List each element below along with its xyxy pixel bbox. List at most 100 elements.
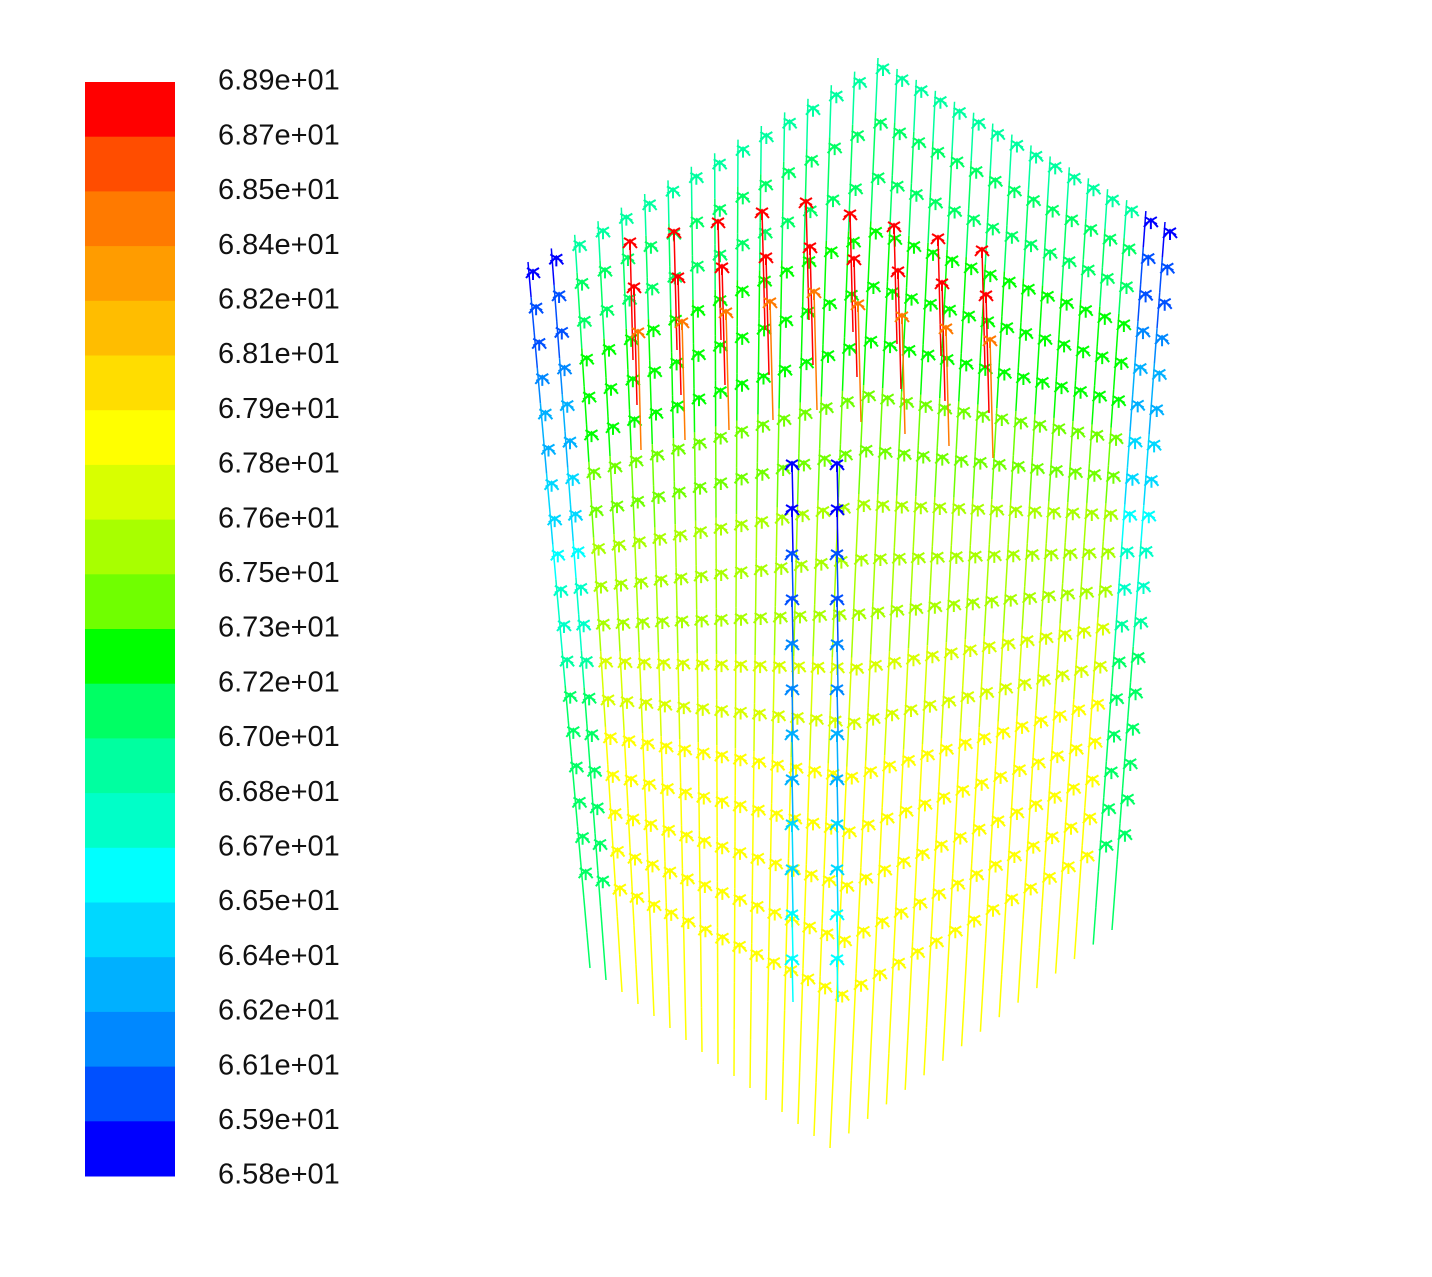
- vector-field: [526, 58, 1177, 1148]
- vector-line: [540, 403, 543, 438]
- vector-line: [575, 792, 578, 827]
- vector-head: [843, 210, 857, 222]
- vector-line: [878, 442, 880, 495]
- vector-head: [847, 255, 861, 267]
- vector-head: [830, 685, 844, 697]
- vector-line: [678, 275, 681, 395]
- vector-line: [924, 1027, 926, 1075]
- vector-line: [980, 987, 983, 1031]
- colorbar-band: [85, 301, 175, 356]
- vector-line: [818, 976, 820, 1029]
- vector-line: [856, 494, 858, 549]
- vector-line: [828, 710, 830, 763]
- vector-line: [850, 212, 853, 332]
- vector-line: [856, 921, 858, 974]
- vector-line: [849, 1080, 851, 1133]
- vector-line: [854, 257, 857, 377]
- vector-head: [830, 730, 844, 742]
- vector-line: [933, 91, 935, 142]
- vector-line: [617, 916, 619, 954]
- vector-head: [785, 820, 799, 832]
- vector-head: [931, 234, 945, 246]
- vector-line: [904, 699, 906, 750]
- colorbar-band: [85, 629, 175, 684]
- colorbar-band: [85, 191, 175, 246]
- vector-line: [890, 175, 892, 228]
- vector-line: [873, 113, 875, 168]
- vector-line: [557, 322, 560, 359]
- vector-line: [798, 1072, 800, 1124]
- colorbar-band: [85, 356, 175, 411]
- vector-line: [886, 1054, 888, 1105]
- vector-line: [876, 58, 878, 113]
- vector-line: [669, 986, 670, 1028]
- vector-line: [885, 282, 887, 335]
- vector-line: [550, 509, 553, 544]
- vector-line: [830, 657, 832, 710]
- vector-line: [667, 945, 668, 987]
- colorbar-label: 6.87e+01: [218, 119, 340, 151]
- vector-head: [755, 208, 769, 220]
- vector-line: [908, 598, 910, 649]
- vector-line: [766, 1051, 767, 1100]
- vector-head: [785, 595, 799, 607]
- colorbar-label: 6.76e+01: [218, 502, 340, 534]
- colorbar-label: 6.81e+01: [218, 338, 340, 370]
- vector-line: [573, 541, 576, 578]
- colorbar-label: 6.73e+01: [218, 612, 340, 644]
- vector-line: [894, 902, 896, 953]
- vector-head: [785, 640, 799, 652]
- vector-line: [866, 276, 868, 331]
- vector-line: [883, 335, 885, 388]
- vector-head: [711, 218, 725, 230]
- vector-line: [1115, 859, 1118, 894]
- vector-line: [909, 184, 911, 236]
- vector-line: [1037, 948, 1040, 988]
- vector-line: [559, 615, 562, 650]
- vector-head: [785, 730, 799, 742]
- vector-line: [816, 1030, 818, 1083]
- vector-line: [751, 992, 752, 1040]
- vector-line: [822, 870, 824, 923]
- vector-line: [913, 496, 915, 547]
- colorbar-label: 6.64e+01: [218, 940, 340, 972]
- vector-line: [861, 385, 863, 440]
- vector-line: [875, 911, 877, 963]
- vector-line: [889, 1003, 891, 1054]
- colorbar-label: 6.79e+01: [218, 393, 340, 425]
- colorbar-band: [85, 738, 175, 793]
- vector-line: [825, 241, 827, 293]
- vector-line: [816, 501, 818, 553]
- vector-line: [1077, 883, 1080, 921]
- vector-line: [892, 122, 894, 175]
- vector-line: [851, 125, 853, 178]
- vector-line: [1018, 961, 1021, 1003]
- vector-line: [911, 132, 913, 184]
- vector-line: [854, 549, 856, 604]
- vector-line: [873, 548, 875, 601]
- vector-line: [896, 851, 898, 902]
- vector-line: [810, 708, 812, 760]
- vector-line: [986, 293, 989, 413]
- vector-line: [823, 293, 825, 345]
- vector-line: [634, 926, 636, 965]
- vector-line: [770, 300, 773, 420]
- vector-head: [935, 279, 949, 291]
- vector-line: [868, 1067, 870, 1119]
- colorbar-label: 6.59e+01: [218, 1104, 340, 1136]
- vector-line: [568, 721, 571, 756]
- vector-line: [999, 974, 1002, 1017]
- vector-line: [875, 495, 877, 548]
- vector-line: [674, 230, 677, 350]
- vector-line: [864, 331, 866, 386]
- vector-line: [820, 923, 822, 976]
- colorbar-label: 6.78e+01: [218, 448, 340, 480]
- vector-line: [684, 954, 685, 997]
- vector-line: [868, 654, 870, 707]
- vector-head: [623, 238, 637, 250]
- vector-line: [554, 285, 557, 322]
- vector-line: [1021, 919, 1024, 961]
- vector-head: [830, 910, 844, 922]
- vector-line: [601, 907, 604, 944]
